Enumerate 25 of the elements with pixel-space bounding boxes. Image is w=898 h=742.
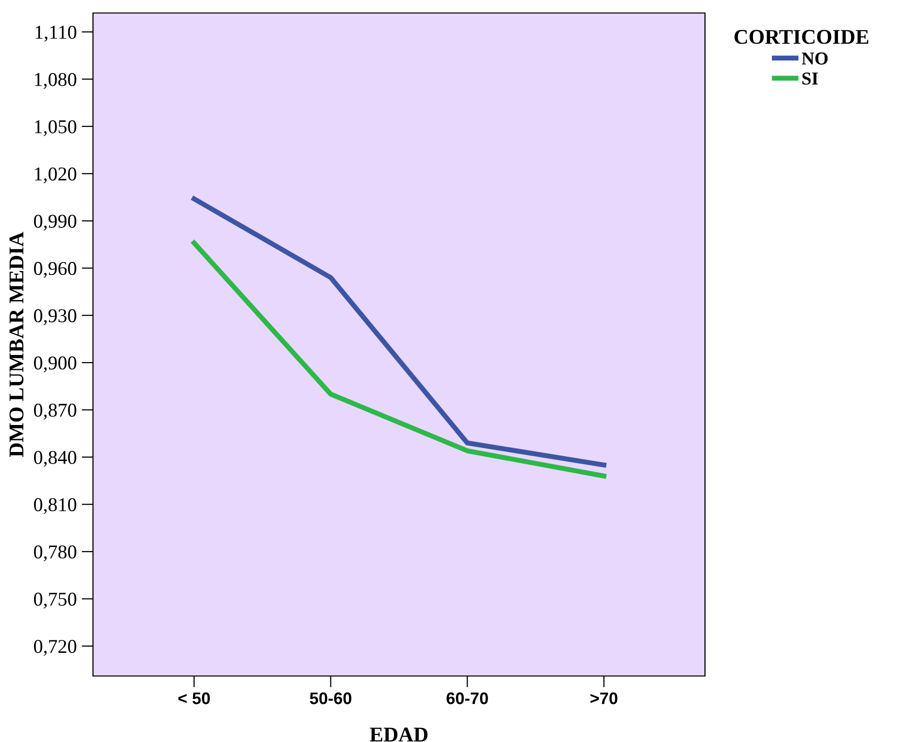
- y-tick-label: 0,930: [34, 309, 76, 326]
- y-tick-label: 1,050: [34, 120, 76, 136]
- legend-label: NO: [802, 52, 828, 65]
- y-tick-label: 0,960: [34, 262, 76, 278]
- legend-label: SI: [802, 72, 818, 85]
- y-tick-label: 0,990: [34, 214, 76, 231]
- y-tick-label: 1,020: [34, 167, 76, 184]
- y-tick-label: 0,720: [34, 640, 76, 656]
- x-tick-label: 60-70: [446, 692, 488, 704]
- y-tick-label: 0,780: [34, 545, 76, 562]
- y-tick-label: 0,810: [34, 498, 76, 514]
- x-tick-label: >70: [590, 692, 618, 704]
- x-tick-label: < 50: [178, 692, 210, 704]
- x-axis-title: EDAD: [370, 728, 428, 742]
- y-tick-label: 1,110: [36, 26, 76, 42]
- y-tick-label: 0,750: [34, 592, 76, 609]
- x-tick-label: 50-60: [310, 692, 352, 704]
- y-tick-label: 1,080: [34, 72, 76, 89]
- legend-title: CORTICOIDE: [734, 30, 868, 44]
- line-series: [192, 196, 606, 468]
- line-series: [192, 240, 606, 478]
- y-axis-title: DMO LUMBAR MEDIA: [9, 232, 24, 457]
- y-tick-label: 0,840: [34, 450, 76, 467]
- y-tick-label: 0,870: [34, 404, 76, 420]
- y-tick-label: 0,900: [34, 356, 76, 372]
